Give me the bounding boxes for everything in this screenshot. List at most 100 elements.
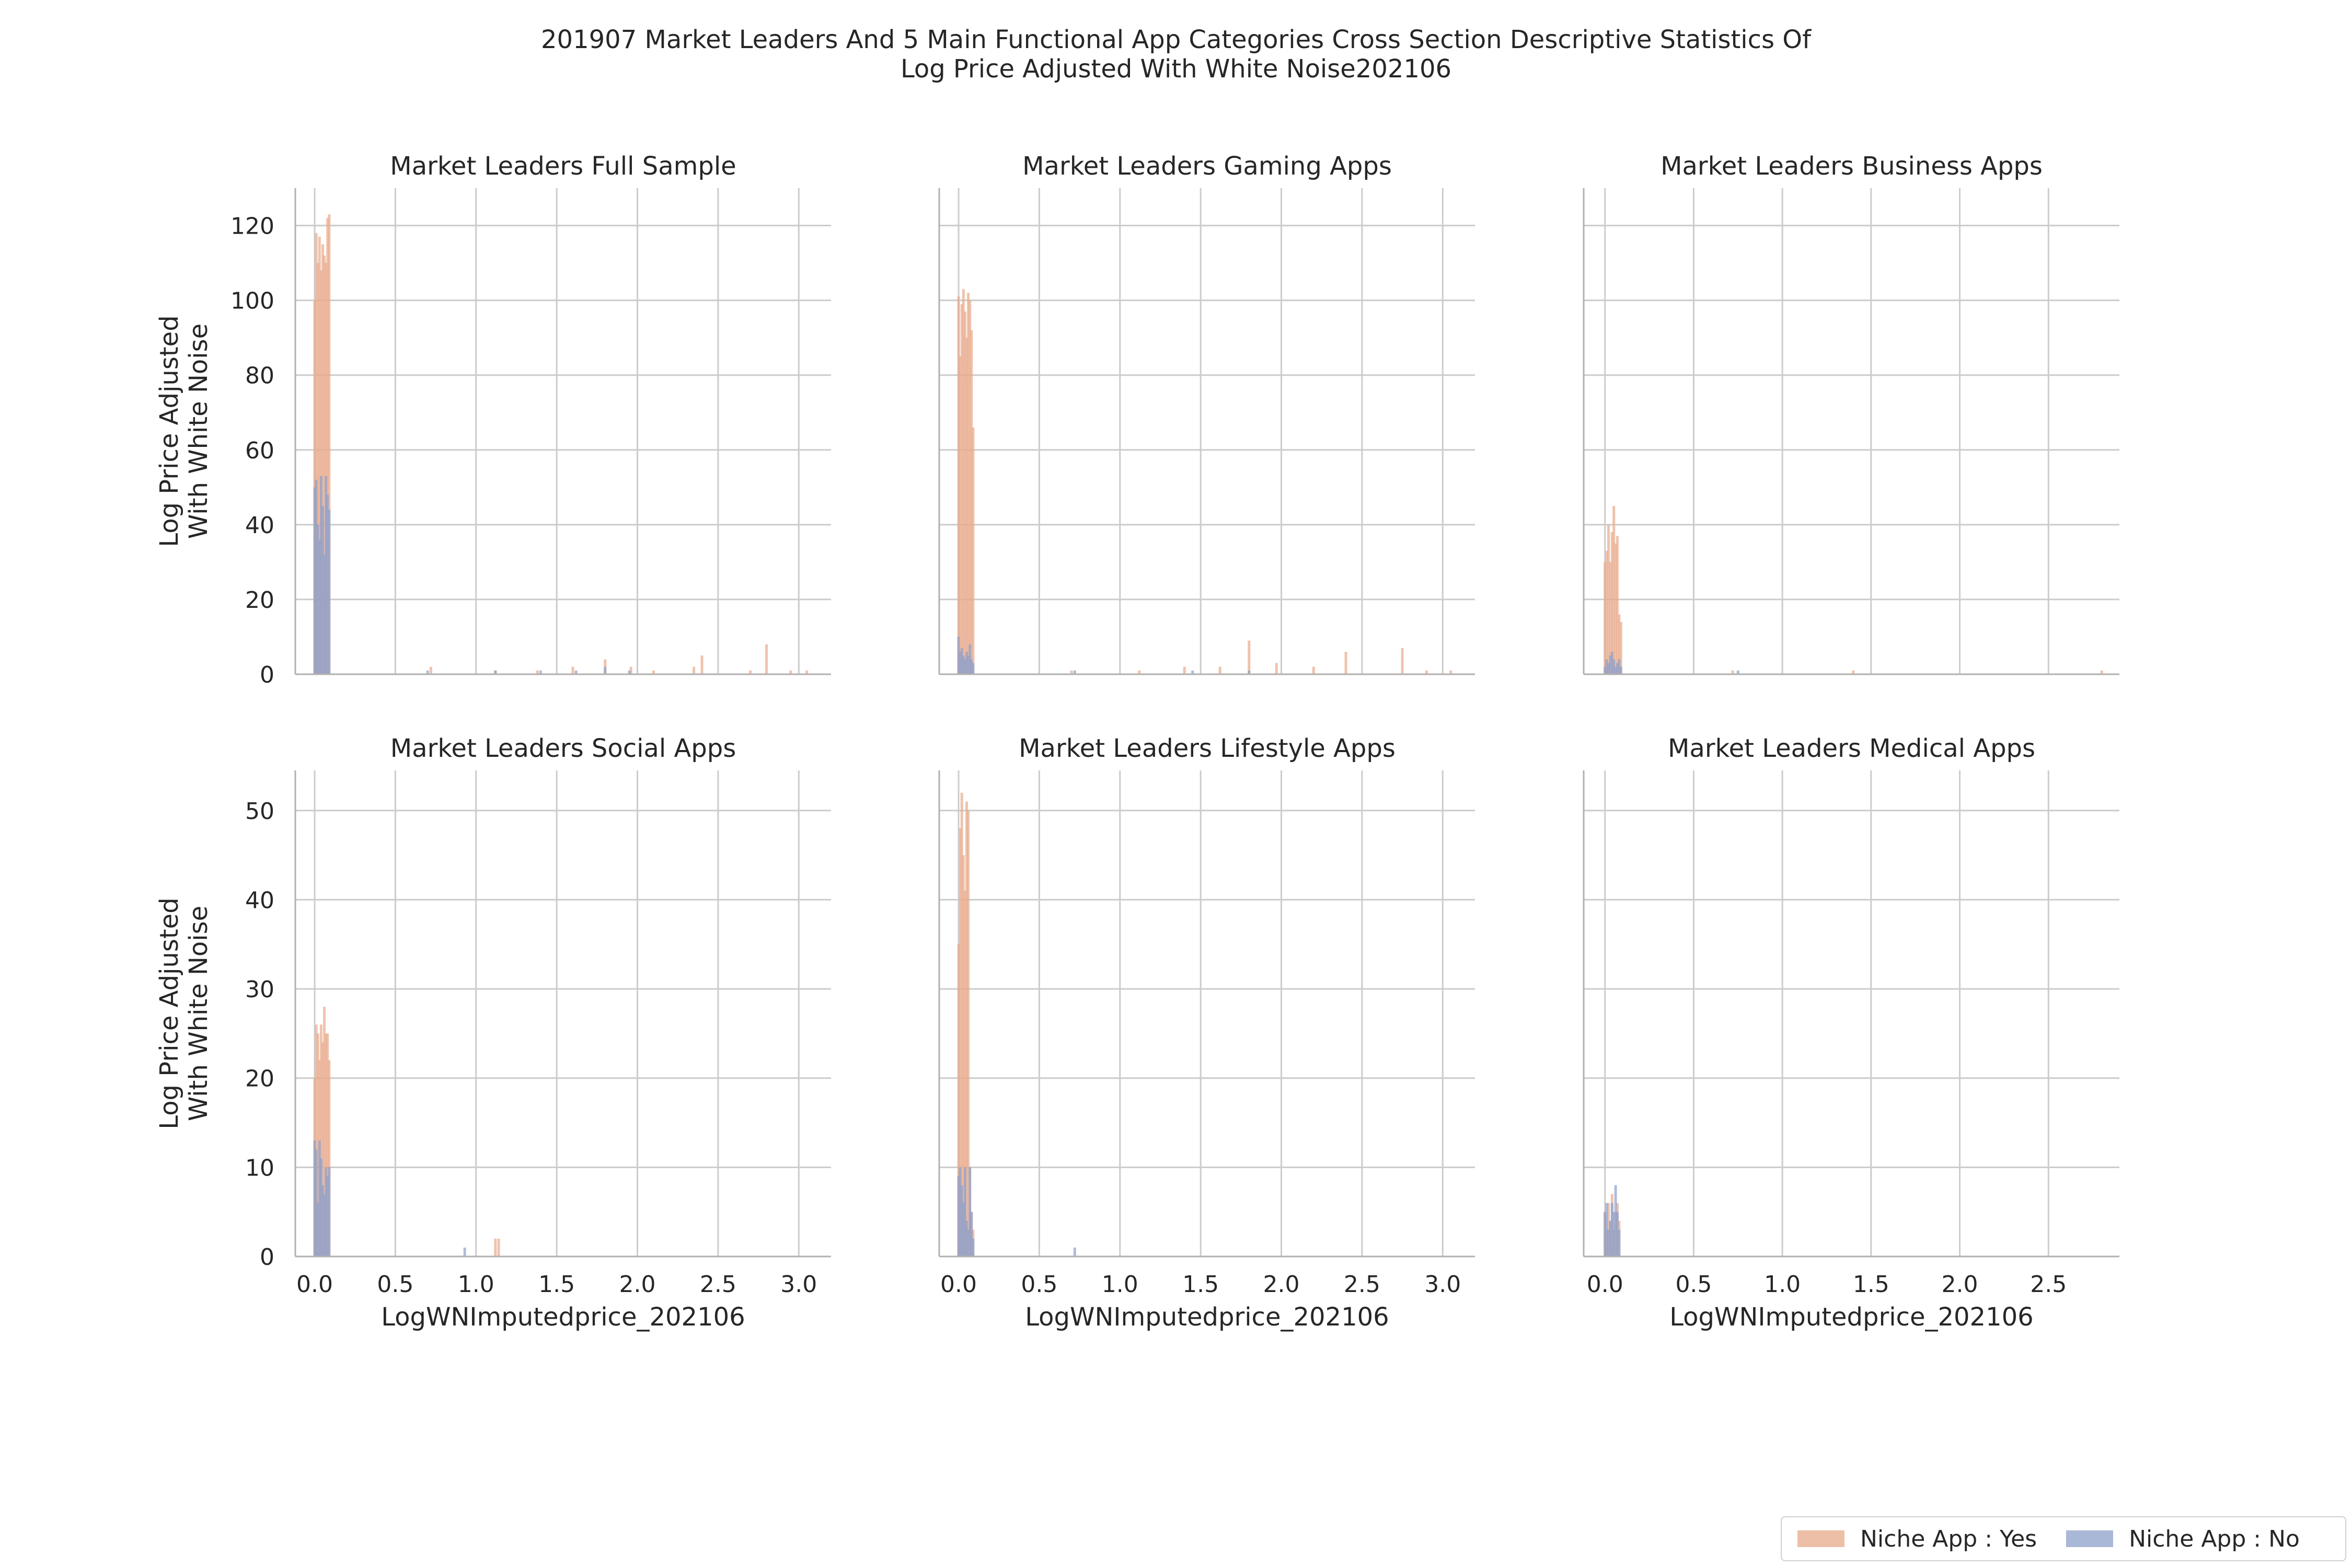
x-tick-label: 1.0 — [458, 1271, 494, 1298]
bar-niche-no — [965, 1220, 968, 1256]
bar-niche-no — [315, 1149, 318, 1256]
legend-item-niche-yes: Niche App : Yes — [1797, 1526, 2037, 1552]
bar-niche-no — [965, 652, 968, 674]
bar-niche-no — [325, 476, 328, 674]
bar-niche-no — [463, 1247, 466, 1256]
bar-niche-no — [325, 1167, 328, 1256]
y-axis-label-line: Log Price Adjusted — [155, 315, 184, 547]
x-tick-label: 2.0 — [1942, 1271, 1978, 1298]
bar-niche-no — [1612, 659, 1616, 674]
bar-niche-yes — [1731, 670, 1734, 674]
x-tick-label: 2.5 — [700, 1271, 736, 1298]
bar-niche-yes — [957, 944, 960, 1256]
bar-niche-yes — [962, 855, 965, 1256]
legend-swatch-niche-yes — [1797, 1530, 1844, 1547]
panel-title: Market Leaders Lifestyle Apps — [1019, 734, 1396, 763]
bar-niche-yes — [1605, 550, 1608, 674]
bar-niche-no — [328, 1167, 331, 1256]
bar-niche-yes — [1344, 652, 1347, 674]
y-tick-label: 20 — [245, 587, 274, 614]
bar-niche-yes — [319, 1024, 322, 1256]
bar-niche-no — [316, 1203, 319, 1256]
bar-niche-no — [1616, 663, 1619, 674]
bar-niche-no — [318, 539, 321, 674]
chart-panels: Market Leaders Full Sample02040608010012… — [155, 152, 2119, 1332]
bar-niche-no — [328, 510, 331, 674]
x-tick-label: 3.0 — [1424, 1271, 1461, 1298]
bar-niche-yes — [960, 304, 963, 674]
bar-niche-yes — [1604, 562, 1607, 674]
bar-niche-yes — [967, 293, 970, 674]
bar-niche-no — [970, 1212, 973, 1256]
panel-title: Market Leaders Business Apps — [1661, 152, 2043, 181]
bar-niche-no — [963, 659, 966, 674]
bar-niche-yes — [316, 1033, 319, 1256]
bar-niche-no — [1073, 1247, 1076, 1256]
bar-niche-no — [1607, 1229, 1610, 1256]
bar-niche-yes — [972, 427, 975, 674]
bar-niche-no — [1618, 1229, 1621, 1256]
bar-niche-no — [972, 663, 975, 674]
bar-niche-yes — [321, 1042, 324, 1256]
bar-niche-no — [604, 666, 607, 674]
bar-niche-no — [1616, 1212, 1619, 1256]
bar-niche-no — [1610, 1203, 1613, 1256]
y-tick-label: 80 — [245, 363, 274, 389]
bar-niche-no — [967, 655, 970, 674]
bar-niche-yes — [1218, 666, 1221, 674]
bar-niche-no — [962, 1203, 965, 1256]
chart-legend: Niche App : Yes Niche App : No — [1781, 1516, 2346, 1561]
bar-niche-no — [426, 670, 429, 674]
bar-niche-no — [1609, 1220, 1612, 1256]
bar-niche-no — [969, 644, 972, 674]
panel-4: Market Leaders Social Apps 0 10 20 30 40 50 0.0… — [155, 734, 831, 1332]
bar-niche-yes — [1610, 532, 1613, 674]
bar-niche-yes — [765, 644, 768, 674]
bar-niche-yes — [1612, 506, 1616, 674]
bar-niche-no — [1614, 666, 1617, 674]
bar-niche-no — [957, 637, 960, 674]
bar-niche-yes — [1425, 670, 1428, 674]
bar-niche-no — [323, 1194, 326, 1256]
bar-niche-yes — [316, 263, 319, 675]
y-tick-label: 50 — [245, 798, 274, 825]
bar-niche-yes — [1312, 666, 1315, 674]
bar-niche-yes — [1616, 536, 1619, 674]
bar-niche-yes — [970, 330, 973, 674]
x-axis-label: LogWNImputedprice_202106 — [1669, 1302, 2033, 1332]
x-tick-label: 3.0 — [780, 1271, 817, 1298]
x-tick-label: 0.0 — [1587, 1271, 1623, 1298]
bar-niche-no — [319, 1158, 322, 1256]
y-axis-label: Log Price AdjustedWith White Noise — [155, 315, 213, 547]
bar-niche-yes — [319, 270, 322, 674]
panel-1: Market Leaders Full Sample 0 20 40 60 80 100 12… — [155, 152, 831, 688]
bar-niche-no — [1604, 1212, 1607, 1256]
y-axis-label-line: With White Noise — [184, 906, 213, 1121]
bar-niche-yes — [326, 218, 329, 674]
bar-niche-no — [326, 494, 329, 674]
bar-niche-yes — [315, 1024, 318, 1256]
bar-niche-yes — [700, 655, 704, 674]
bar-niche-no — [1610, 652, 1613, 674]
legend-label-niche-no: Niche App : No — [2129, 1525, 2300, 1552]
bar-niche-yes — [749, 670, 752, 674]
bar-niche-no — [960, 1185, 963, 1256]
x-tick-label: 2.5 — [1344, 1271, 1380, 1298]
bar-niche-no — [1605, 659, 1608, 674]
panel-6: Market Leaders Medical Apps 0.0 0.5 1.0 1.5 2… — [1583, 734, 2119, 1332]
y-axis-label: Log Price AdjustedWith White Noise — [155, 897, 213, 1129]
bar-niche-no — [1614, 1185, 1617, 1256]
bar-niche-yes — [429, 666, 432, 674]
bar-niche-no — [969, 1167, 972, 1256]
x-tick-label: 1.0 — [1764, 1271, 1801, 1298]
bar-niche-no — [1618, 659, 1621, 674]
bar-niche-yes — [323, 255, 326, 674]
x-axis-label: LogWNImputedprice_202106 — [1025, 1302, 1389, 1332]
bar-niche-yes — [963, 312, 966, 674]
bar-niche-no — [957, 1176, 960, 1256]
y-tick-label: 0 — [260, 1244, 274, 1271]
bar-niche-no — [963, 1167, 966, 1256]
x-tick-label: 0.0 — [940, 1271, 977, 1298]
bar-niche-yes — [494, 1238, 497, 1256]
x-tick-label: 1.5 — [538, 1271, 575, 1298]
